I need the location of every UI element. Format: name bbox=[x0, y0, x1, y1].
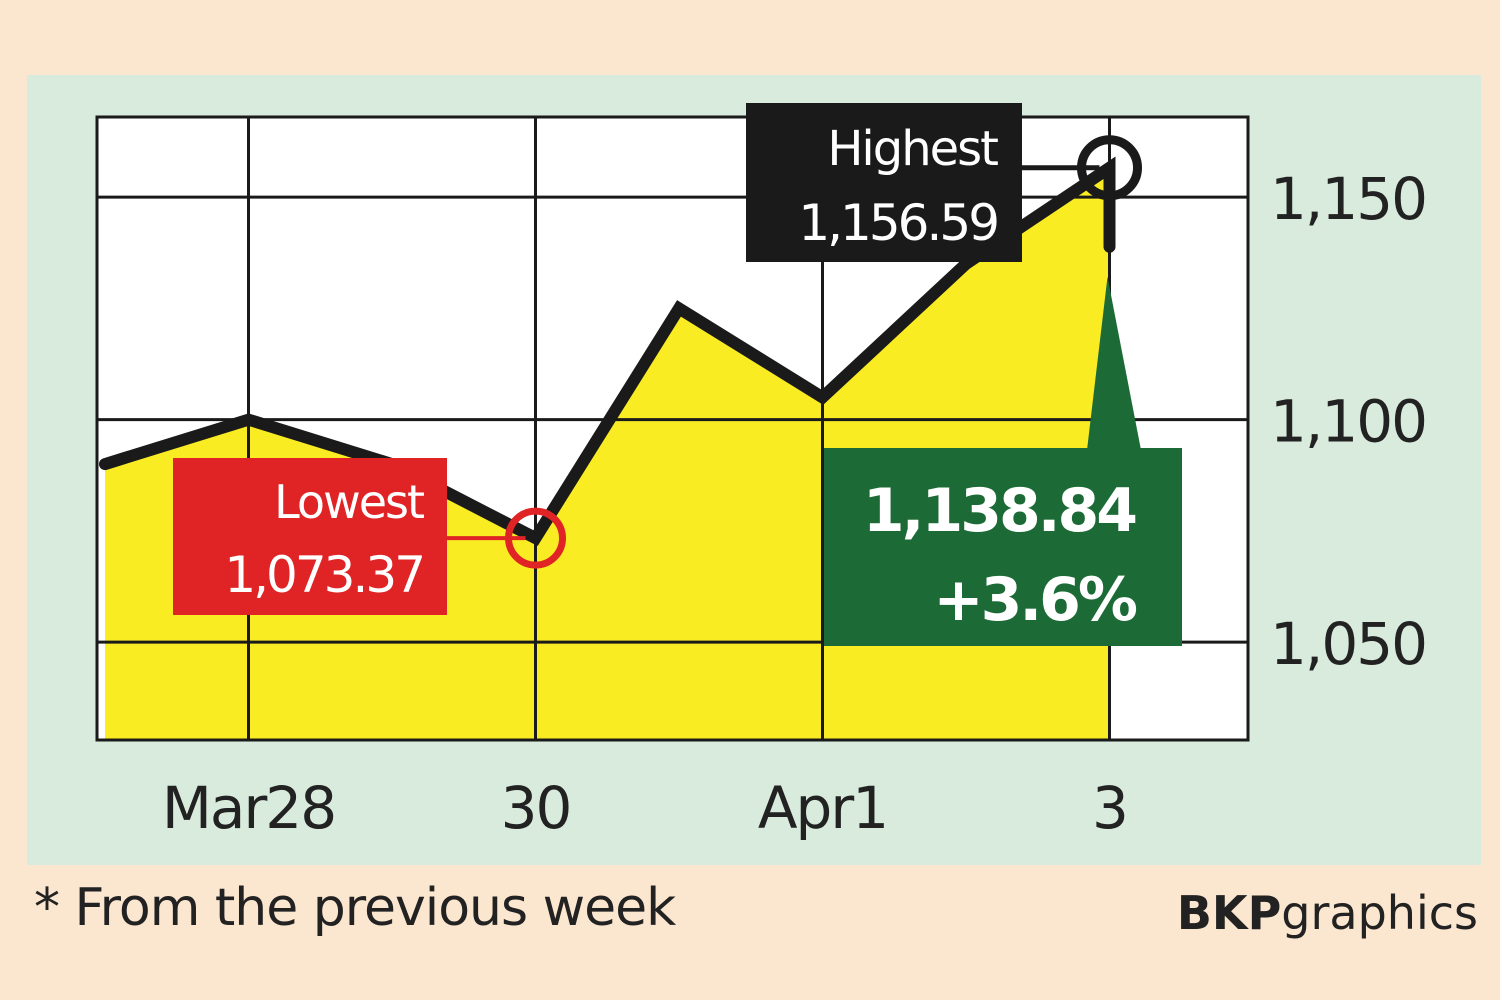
highest-label: Highest bbox=[827, 121, 998, 177]
credit-bold: BKP bbox=[1176, 886, 1282, 940]
xtick-label-1: 30 bbox=[501, 774, 571, 842]
lowest-label: Lowest bbox=[274, 475, 424, 529]
xtick-label-2: Apr1 bbox=[758, 774, 887, 842]
xtick-label-3: 3 bbox=[1092, 774, 1127, 842]
highest-box bbox=[746, 103, 1022, 262]
chart-svg: 1,050 1,100 1,150 Mar28 30 Apr1 3 Lowest 1,073.3… bbox=[95, 103, 1428, 842]
credit-light: graphics bbox=[1281, 886, 1478, 940]
xtick-label-0: Mar28 bbox=[162, 774, 335, 842]
ytick-label-1: 1,100 bbox=[1270, 388, 1426, 456]
close-change: +3.6% bbox=[933, 565, 1137, 635]
ytick-label-0: 1,050 bbox=[1270, 610, 1426, 678]
highest-marker bbox=[1077, 135, 1142, 201]
footnote: * From the previous week bbox=[34, 878, 676, 938]
credit-logo: BKPgraphics bbox=[1177, 886, 1478, 940]
plot-border bbox=[95, 115, 1250, 742]
chart-panel: 1,050 1,100 1,150 Mar28 30 Apr1 3 Lowest 1,073.3… bbox=[27, 75, 1481, 865]
close-pointer bbox=[1087, 276, 1141, 450]
highest-value: 1,156.59 bbox=[798, 194, 997, 252]
lowest-value: 1,073.37 bbox=[224, 546, 423, 604]
lowest-marker bbox=[505, 507, 566, 569]
lowest-box bbox=[173, 458, 447, 615]
close-box bbox=[824, 448, 1182, 646]
close-value: 1,138.84 bbox=[863, 476, 1135, 546]
ytick-label-2: 1,150 bbox=[1270, 165, 1426, 233]
